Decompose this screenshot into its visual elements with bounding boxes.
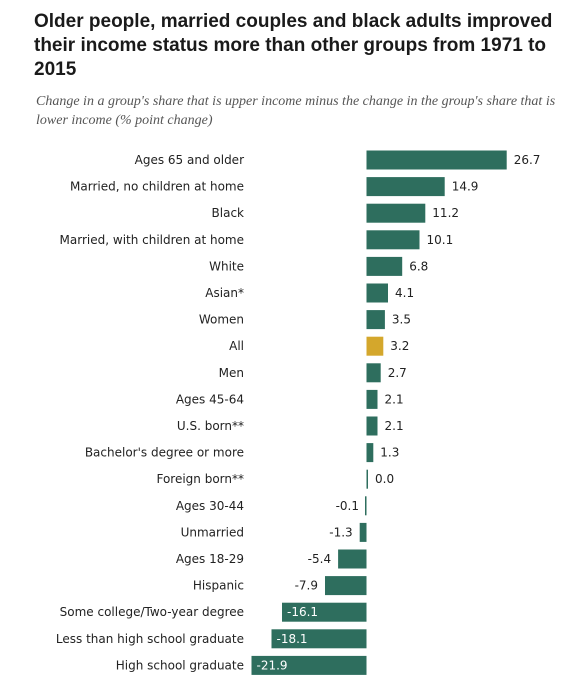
category-label-less-than-high-school-graduate: Less than high school graduate (56, 632, 244, 646)
category-label-some-college-two-year-degree: Some college/Two-year degree (60, 605, 244, 619)
value-label-ages-30-44: -0.1 (336, 499, 359, 513)
category-label-bachelor-s-degree-or-more: Bachelor's degree or more (85, 446, 244, 460)
category-label-ages-30-44: Ages 30-44 (176, 499, 244, 513)
bar-bachelor-s-degree-or-more (366, 443, 374, 463)
value-label-women: 3.5 (392, 313, 411, 327)
value-label-u-s-born: 2.1 (385, 419, 404, 433)
bar-asian (366, 283, 388, 303)
bar-u-s-born (366, 416, 378, 436)
category-label-married-with-children-at-home: Married, with children at home (60, 233, 244, 247)
value-label-unmarried: -1.3 (329, 525, 352, 539)
value-label-all: 3.2 (390, 339, 409, 353)
value-label-ages-18-29: -5.4 (308, 552, 331, 566)
bar-unmarried (359, 522, 367, 542)
bar-ages-65-and-older (366, 150, 507, 170)
value-label-ages-45-64: 2.1 (385, 392, 404, 406)
category-label-married-no-children-at-home: Married, no children at home (70, 180, 244, 194)
category-label-women: Women (199, 313, 244, 327)
value-label-black: 11.2 (432, 206, 459, 220)
category-label-u-s-born: U.S. born** (177, 419, 244, 433)
value-label-bachelor-s-degree-or-more: 1.3 (380, 446, 399, 460)
bar-white (366, 256, 403, 276)
category-label-black: Black (212, 206, 245, 220)
bar-black (366, 203, 426, 223)
value-label-less-than-high-school-graduate: -18.1 (277, 632, 308, 646)
bar-women (366, 310, 385, 330)
category-label-hispanic: Hispanic (193, 579, 244, 593)
chart-subtitle: Change in a group's share that is upper … (36, 94, 556, 128)
bar-ages-18-29 (338, 549, 367, 569)
bar-hispanic (325, 576, 367, 596)
category-label-men: Men (219, 366, 244, 380)
chart-title: Older people, married couples and black … (34, 11, 553, 80)
bar-ages-30-44 (365, 496, 367, 516)
bar-married-with-children-at-home (366, 230, 420, 250)
bar-all (366, 336, 384, 356)
category-label-unmarried: Unmarried (181, 525, 244, 539)
category-label-ages-65-and-older: Ages 65 and older (135, 153, 244, 167)
value-label-married-with-children-at-home: 10.1 (427, 233, 454, 247)
category-label-ages-18-29: Ages 18-29 (176, 552, 244, 566)
value-label-white: 6.8 (409, 259, 428, 273)
value-label-some-college-two-year-degree: -16.1 (287, 605, 318, 619)
category-label-all: All (229, 339, 244, 353)
bar-foreign-born (366, 469, 368, 489)
category-label-foreign-born: Foreign born** (156, 472, 244, 486)
category-label-high-school-graduate: High school graduate (116, 658, 244, 672)
category-label-asian: Asian* (205, 286, 244, 300)
value-label-hispanic: -7.9 (295, 579, 318, 593)
category-label-white: White (209, 259, 244, 273)
bar-some-college-two-year-degree (282, 602, 367, 622)
value-label-asian: 4.1 (395, 286, 414, 300)
value-label-ages-65-and-older: 26.7 (514, 153, 541, 167)
category-label-ages-45-64: Ages 45-64 (176, 392, 244, 406)
value-label-high-school-graduate: -21.9 (257, 658, 288, 672)
value-label-foreign-born: 0.0 (375, 472, 394, 486)
bar-ages-45-64 (366, 389, 378, 409)
value-label-men: 2.7 (388, 366, 407, 380)
value-label-married-no-children-at-home: 14.9 (452, 180, 479, 194)
bar-married-no-children-at-home (366, 177, 445, 197)
bar-high-school-graduate (251, 655, 367, 675)
bar-less-than-high-school-graduate (271, 629, 367, 649)
bar-men (366, 363, 381, 383)
